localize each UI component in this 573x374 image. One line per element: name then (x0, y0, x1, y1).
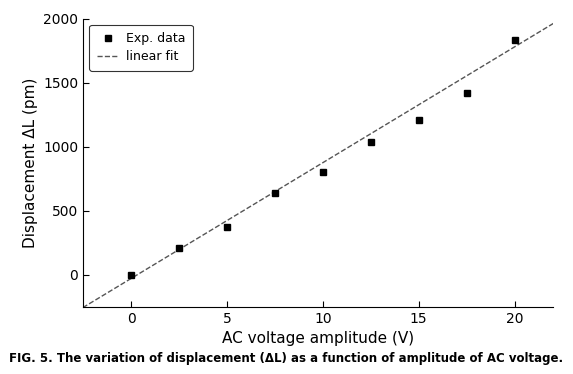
linear fit (481, 63, 488, 67)
Exp. data (272, 190, 278, 195)
Y-axis label: Displacement ΔL (pm): Displacement ΔL (pm) (22, 77, 38, 248)
Exp. data (223, 224, 230, 229)
Line: Exp. data: Exp. data (128, 37, 518, 278)
linear fit (356, 138, 363, 143)
linear fit (559, 16, 566, 20)
Exp. data (319, 170, 326, 175)
Exp. data (128, 272, 135, 277)
Exp. data (415, 118, 422, 123)
linear fit (358, 138, 364, 142)
linear fit (61, 317, 68, 321)
Legend: Exp. data, linear fit: Exp. data, linear fit (89, 25, 193, 71)
Exp. data (511, 38, 518, 43)
linear fit (62, 316, 69, 320)
Text: FIG. 5. The variation of displacement (ΔL) as a function of amplitude of AC volt: FIG. 5. The variation of displacement (Δ… (9, 352, 564, 365)
X-axis label: AC voltage amplitude (V): AC voltage amplitude (V) (222, 331, 414, 346)
linear fit (512, 44, 519, 48)
Exp. data (367, 140, 374, 144)
linear fit (366, 132, 372, 137)
Line: linear fit: linear fit (64, 18, 563, 319)
Exp. data (175, 246, 182, 251)
Exp. data (463, 91, 470, 95)
